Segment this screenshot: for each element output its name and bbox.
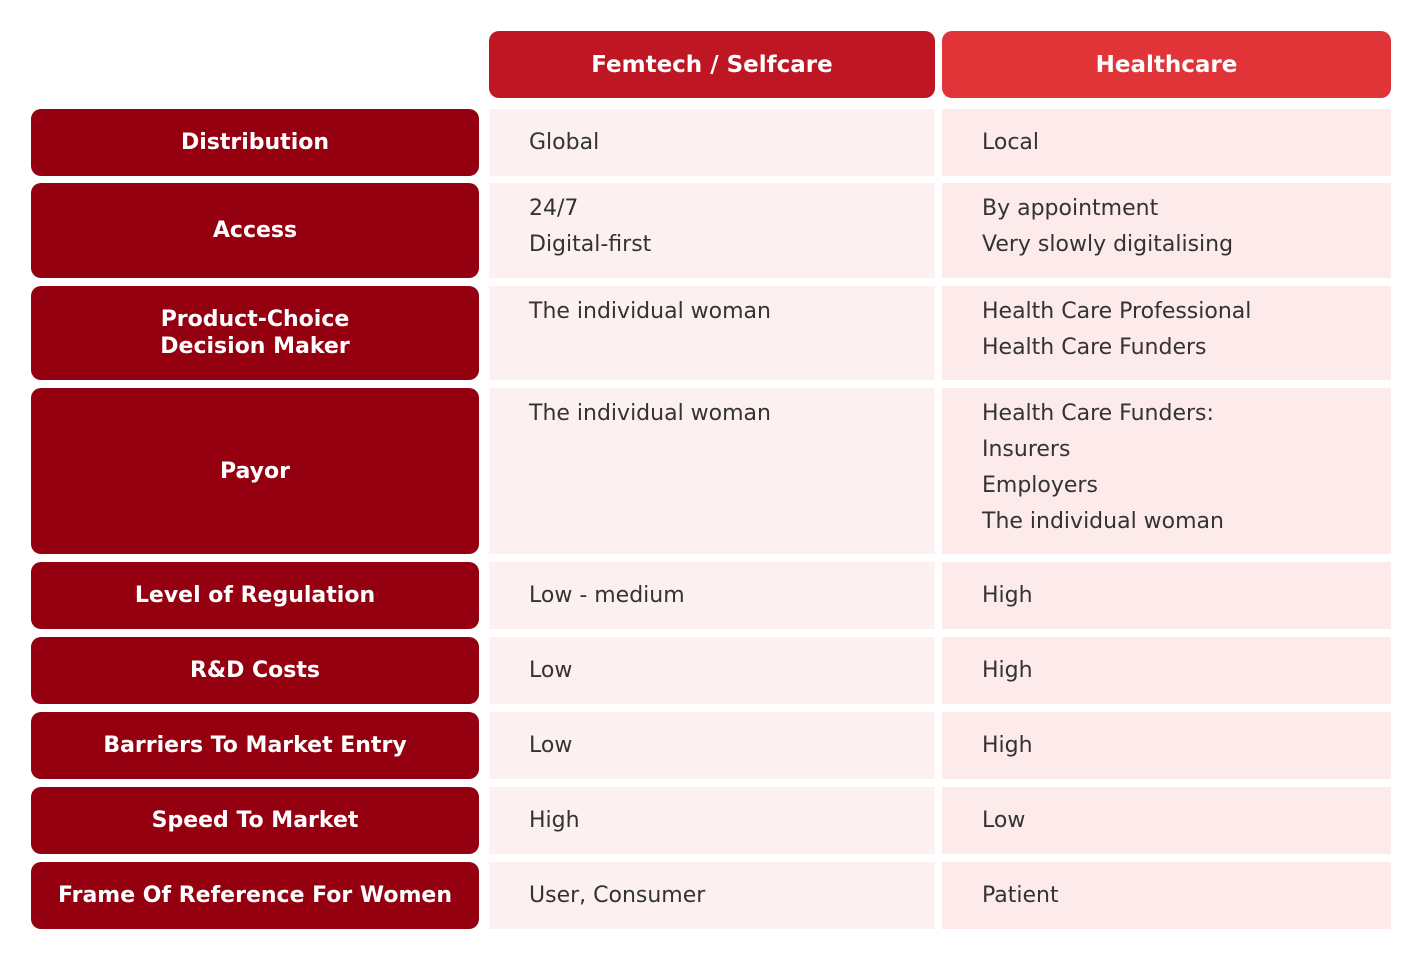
- text-line: Frame Of Reference For Women: [57, 883, 453, 908]
- column-header: Healthcare: [942, 31, 1391, 98]
- row-label: Distribution: [31, 109, 479, 176]
- healthcare-cell: Local: [942, 109, 1391, 176]
- row-label: Speed To Market: [31, 787, 479, 854]
- femtech-cell: Global: [489, 109, 935, 176]
- text-line: Low: [982, 807, 1026, 833]
- text-line: By appointment: [982, 196, 1159, 221]
- healthcare-cell: High: [942, 712, 1391, 779]
- healthcare-cell: By appointment Very slowly digitalising: [942, 183, 1391, 278]
- text-line: Global: [529, 129, 600, 155]
- text-line: The individual woman: [529, 299, 771, 324]
- text-line: Health Care Professional: [982, 299, 1252, 324]
- column-header: Femtech / Selfcare: [489, 31, 935, 98]
- row-label: Barriers To Market Entry: [31, 712, 479, 779]
- text-line: Level of Regulation: [134, 583, 376, 608]
- femtech-cell: High: [489, 787, 935, 854]
- text-line: High: [982, 732, 1033, 758]
- healthcare-cell: Low: [942, 787, 1391, 854]
- text-line: High: [982, 582, 1033, 608]
- healthcare-cell: High: [942, 562, 1391, 629]
- healthcare-cell: High: [942, 637, 1391, 704]
- femtech-cell: The individual woman: [489, 388, 935, 554]
- text-line: Very slowly digitalising: [982, 232, 1234, 257]
- text-line: Speed To Market: [151, 808, 359, 833]
- row-label: Level of Regulation: [31, 562, 479, 629]
- text-line: High: [982, 657, 1033, 683]
- row-label: Access: [31, 183, 479, 278]
- text-line: Insurers: [982, 437, 1071, 462]
- healthcare-cell: Health Care Funders: Insurers Employers The…: [942, 388, 1391, 554]
- text-line: Patient: [982, 882, 1059, 908]
- healthcare-cell: Health Care Professional Health Care Fund…: [942, 286, 1391, 380]
- text-line: Payor: [219, 458, 290, 484]
- femtech-cell: The individual woman: [489, 286, 935, 380]
- text-line: Low: [529, 732, 573, 758]
- text-line: User, Consumer: [529, 882, 706, 908]
- text-line: Distribution: [180, 130, 330, 155]
- row-label: R&D Costs: [31, 637, 479, 704]
- text-line: 24/7: [529, 196, 579, 221]
- healthcare-cell: Patient: [942, 862, 1391, 929]
- row-label: Frame Of Reference For Women: [31, 862, 479, 929]
- text-line: Product-Choice: [160, 307, 350, 332]
- row-label: Payor: [31, 388, 479, 554]
- femtech-cell: Low: [489, 712, 935, 779]
- text-line: Decision Maker: [160, 334, 350, 359]
- text-line: Barriers To Market Entry: [103, 733, 407, 758]
- text-line: R&D Costs: [189, 658, 320, 683]
- text-line: The individual woman: [982, 509, 1224, 534]
- text-line: Local: [982, 129, 1040, 155]
- text-line: High: [529, 807, 580, 833]
- text-line: Access: [212, 218, 298, 243]
- text-line: Low: [529, 657, 573, 683]
- text-line: Health Care Funders: [982, 335, 1207, 360]
- text-line: Employers: [982, 473, 1098, 498]
- text-line: The individual woman: [529, 401, 771, 426]
- femtech-cell: 24/7 Digital-first: [489, 183, 935, 278]
- femtech-cell: Low: [489, 637, 935, 704]
- text-line: Digital-first: [529, 232, 652, 257]
- femtech-cell: Low - medium: [489, 562, 935, 629]
- femtech-cell: User, Consumer: [489, 862, 935, 929]
- row-label: Product-Choice Decision Maker: [31, 286, 479, 380]
- text-line: Health Care Funders:: [982, 401, 1214, 426]
- text-line: Low - medium: [529, 582, 685, 608]
